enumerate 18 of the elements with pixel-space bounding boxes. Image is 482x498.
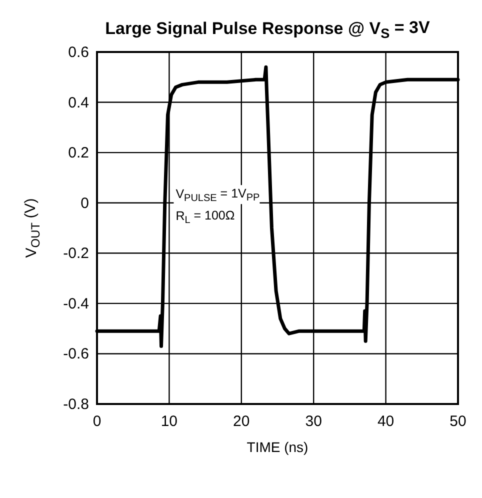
annotation: V$_{PULSE}$ = 1V$_{PP}$ [176,186,260,204]
annotation: R$_{L}$ = 100Ω [176,208,235,226]
x-tick-label: 30 [305,413,322,430]
x-tick-label: 10 [160,413,178,430]
x-tick-label: 20 [233,413,250,430]
x-axis-title: TIME (ns) [246,439,308,455]
y-tick-label: -0.2 [63,245,89,262]
x-tick-label: 50 [450,413,466,430]
y-tick-label: 0 [80,194,89,212]
y-tick-label: 0.4 [68,94,89,112]
x-tick-label: 0 [92,413,102,430]
y-tick-label: 0.6 [68,44,89,61]
x-tick-label: 40 [377,413,394,430]
y-tick-label: -0.6 [63,346,89,363]
chart-title: Large Signal Pulse Response @ V$_{S}$ = 3V [105,18,430,42]
y-tick-label: 0.2 [68,144,89,162]
y-tick-label: -0.8 [63,396,89,413]
y-tick-label: -0.4 [63,295,89,312]
